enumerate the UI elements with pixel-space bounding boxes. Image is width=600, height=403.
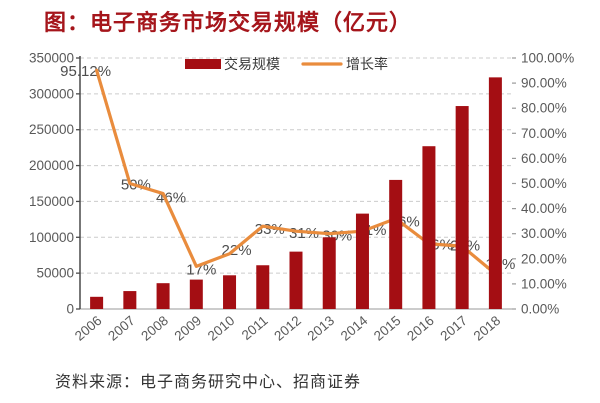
bar-2006: [90, 296, 104, 309]
x-axis-label: 2008: [138, 313, 171, 344]
growth-data-label: 17%: [186, 261, 216, 278]
y-axis-label-left: 100000: [29, 230, 74, 245]
y-axis-label-left: 50000: [36, 266, 74, 281]
bar-2015: [389, 179, 403, 309]
x-axis-label: 2013: [305, 313, 338, 344]
y-axis-label-right: 0.00%: [521, 302, 559, 317]
x-axis-label: 2007: [105, 313, 138, 344]
y-axis-label-left: 0: [66, 302, 74, 317]
y-axis-label-right: 100.00%: [521, 51, 574, 66]
bar-2008: [156, 283, 170, 309]
y-axis-label-right: 60.00%: [521, 151, 567, 166]
legend-swatch-bar: [185, 59, 221, 69]
chart-title: 图：电子商务市场交易规模（亿元）: [44, 10, 413, 35]
y-axis-label-right: 70.00%: [521, 126, 567, 141]
y-axis-label-left: 300000: [29, 86, 74, 101]
x-axis-label: 2017: [437, 313, 470, 344]
y-axis-label-left: 350000: [29, 51, 74, 66]
y-axis-label-right: 90.00%: [521, 76, 567, 91]
y-axis-label-right: 50.00%: [521, 176, 567, 191]
bar-2018: [488, 77, 502, 309]
y-axis-label-left: 150000: [29, 194, 74, 209]
bar-2010: [223, 275, 237, 309]
bar-2017: [455, 106, 469, 309]
growth-line: [95, 68, 497, 276]
y-axis-label-left: 200000: [29, 158, 74, 173]
bar-2007: [123, 291, 137, 309]
bar-2011: [256, 265, 270, 309]
growth-data-label: 31%: [289, 225, 319, 242]
x-axis-label: 2018: [471, 313, 504, 344]
x-axis-label: 2015: [371, 313, 404, 344]
x-axis-label: 2012: [271, 313, 304, 344]
x-axis-label: 2014: [338, 313, 371, 344]
bar-2016: [422, 146, 436, 309]
y-axis-label-right: 10.00%: [521, 276, 567, 291]
y-axis-label-right: 80.00%: [521, 101, 567, 116]
bar-2012: [289, 251, 303, 309]
y-axis-label-right: 20.00%: [521, 251, 567, 266]
x-axis-label: 2010: [205, 313, 238, 344]
bar-2013: [322, 237, 336, 309]
growth-data-label: 95.12%: [60, 63, 111, 80]
x-axis-label: 2006: [72, 313, 105, 344]
bar-2014: [355, 213, 369, 309]
legend-label-bar: 交易规模: [224, 56, 280, 72]
x-axis-label: 2009: [172, 313, 205, 344]
x-axis-label: 2016: [404, 313, 437, 344]
y-axis-label-right: 30.00%: [521, 226, 567, 241]
source-caption: 资料来源：电子商务研究中心、招商证券: [55, 374, 362, 391]
y-axis-label-right: 40.00%: [521, 201, 567, 216]
bar-2009: [189, 279, 203, 309]
x-axis-label: 2011: [239, 313, 271, 343]
y-axis-label-left: 250000: [29, 122, 74, 137]
legend-label-line: 增长率: [346, 56, 388, 72]
